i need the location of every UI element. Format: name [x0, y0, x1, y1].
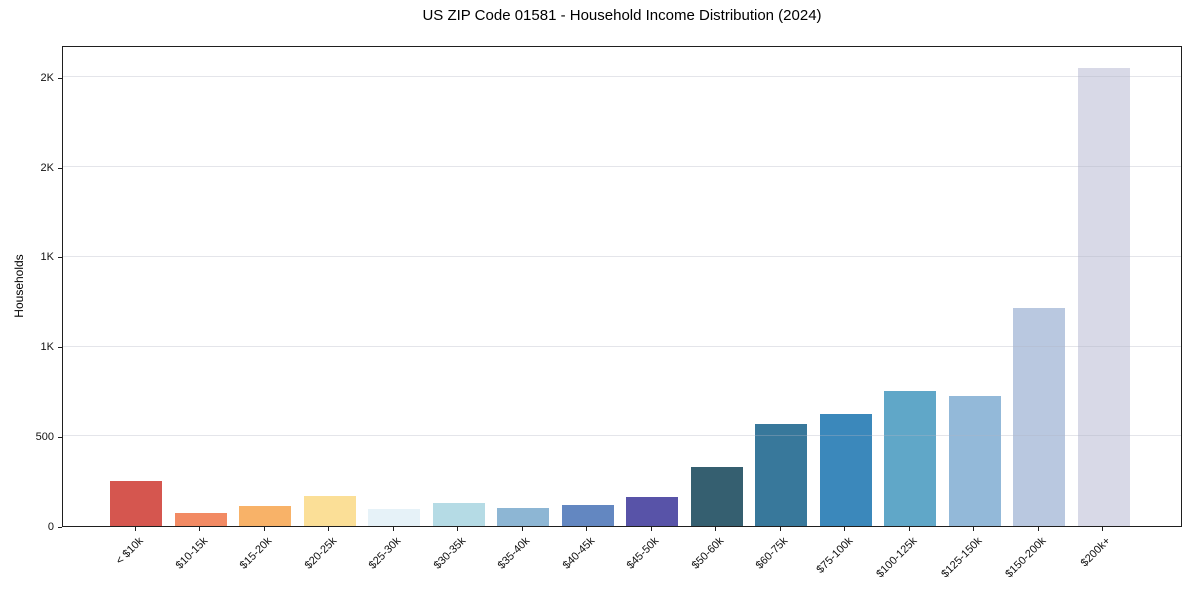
x-tick-label: $60-75k: [753, 535, 791, 572]
y-tick-mark: [58, 77, 62, 79]
x-tick-mark: [1037, 527, 1039, 531]
bar-10-15k: [174, 513, 227, 526]
bar-30-35k: [432, 502, 485, 526]
x-tick-mark: [779, 527, 781, 531]
y-tick-mark: [58, 347, 62, 348]
x-tick-label: $150-200k: [1003, 535, 1049, 581]
bar-25-30k: [368, 508, 420, 526]
x-tick-label: $50-60k: [689, 535, 726, 572]
x-tick-label: < $10k: [113, 535, 146, 568]
x-tick-label: $20-25k: [302, 535, 339, 572]
y-tick-mark: [58, 436, 62, 438]
gridline: [63, 345, 1181, 347]
x-tick-label: $15-20k: [237, 535, 275, 572]
x-tick-label: $200k+: [1078, 535, 1113, 570]
y-tick-mark: [58, 167, 62, 169]
x-tick-mark: [715, 527, 716, 531]
y-tick-label: 2K: [40, 161, 54, 174]
x-tick-mark: [328, 527, 329, 531]
x-tick-label: $25-30k: [366, 535, 404, 572]
bar-10k: [110, 481, 162, 526]
x-tick-label: $30-35k: [431, 535, 468, 572]
y-tick-label: 500: [35, 430, 54, 443]
x-tick-mark: [908, 527, 910, 531]
x-tick-mark: [134, 527, 136, 531]
bar-150-200k: [1013, 307, 1065, 526]
gridline: [63, 255, 1181, 257]
y-axis-label: Households: [12, 254, 26, 318]
bar-20-25k: [303, 496, 356, 526]
x-tick-mark: [586, 527, 587, 531]
x-tick-mark: [521, 527, 523, 531]
bar-75-100k: [819, 413, 872, 526]
y-tick-label: 0: [47, 520, 54, 533]
x-tick-mark: [263, 527, 265, 531]
x-tick-mark: [650, 527, 652, 531]
y-tick-label: 2K: [40, 71, 54, 84]
gridline: [63, 435, 1181, 437]
bar-125-150k: [948, 395, 1001, 526]
bar-60-75k: [755, 423, 807, 526]
bar-50-60k: [690, 466, 743, 526]
bar-40-45k: [561, 505, 614, 526]
gridline: [63, 76, 1181, 78]
x-tick-label: $125-150k: [938, 535, 984, 581]
bar-100-125k: [884, 391, 936, 526]
x-tick-mark: [457, 527, 458, 531]
y-tick-label: 1K: [40, 341, 54, 353]
bar-200k: [1077, 68, 1130, 526]
x-tick-label: $40-45k: [560, 535, 597, 572]
x-tick-mark: [973, 527, 974, 531]
bar-35-40k: [497, 508, 549, 526]
x-tick-label: $100-125k: [874, 535, 920, 581]
y-tick-mark: [58, 257, 62, 259]
bar-15-20k: [239, 506, 291, 526]
x-tick-label: $10-15k: [173, 535, 210, 572]
gridline: [63, 166, 1181, 167]
x-tick-label: $75-100k: [814, 535, 855, 576]
x-tick-mark: [392, 527, 394, 531]
y-tick-mark: [58, 526, 62, 528]
x-tick-mark: [199, 527, 200, 531]
bar-45-50k: [626, 497, 678, 526]
chart-title: US ZIP Code 01581 - Household Income Dis…: [422, 7, 822, 24]
x-tick-mark: [1102, 527, 1103, 531]
x-tick-mark: [844, 527, 845, 531]
x-tick-label: $45-50k: [624, 535, 662, 572]
plot-area: [62, 46, 1182, 527]
y-tick-label: 1K: [40, 251, 54, 264]
x-tick-label: $35-40k: [495, 535, 533, 572]
